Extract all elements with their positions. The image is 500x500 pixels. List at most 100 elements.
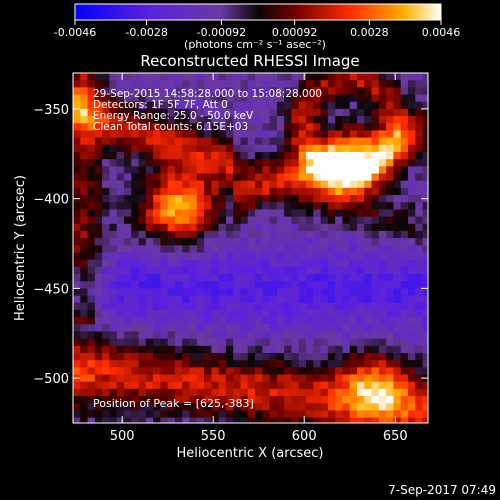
heatmap-cell (233, 331, 241, 340)
heatmap-cell (240, 230, 249, 239)
heatmap-cell (247, 388, 256, 397)
heatmap-cell (131, 180, 139, 189)
heatmap-cell (196, 80, 205, 88)
heatmap-cell (196, 331, 205, 340)
heatmap-cell (109, 345, 118, 354)
heatmap-cell (364, 94, 372, 103)
heatmap-cell (102, 101, 110, 110)
heatmap-cell (378, 345, 387, 354)
heatmap-cell (386, 223, 394, 232)
heatmap-cell (306, 331, 314, 340)
heatmap-cell (160, 388, 169, 397)
heatmap-cell (386, 374, 394, 383)
heatmap-cell (415, 281, 423, 289)
heatmap-cell (407, 230, 416, 239)
heatmap-cell (196, 101, 205, 110)
heatmap-cell (291, 216, 300, 225)
heatmap-cell (371, 180, 380, 189)
heatmap-cell (87, 274, 96, 282)
heatmap-cell (276, 223, 285, 232)
heatmap-cell (233, 144, 241, 153)
heatmap-cell (422, 180, 428, 189)
heatmap-cell (269, 288, 278, 296)
heatmap-cell (386, 94, 394, 103)
heatmap-cell (189, 374, 198, 383)
heatmap-cell (327, 396, 336, 404)
heatmap-cell (276, 309, 285, 318)
heatmap-cell (138, 195, 147, 203)
heatmap-cell (320, 396, 329, 404)
heatmap-cell (291, 151, 300, 160)
heatmap-cell (73, 388, 81, 397)
heatmap-cell (145, 230, 154, 239)
heatmap-cell (167, 266, 176, 275)
heatmap-cell (182, 302, 190, 311)
heatmap-cell (393, 216, 402, 225)
heatmap-cell (87, 396, 96, 404)
heatmap-cell (153, 317, 161, 325)
heatmap-cell (247, 245, 256, 253)
heatmap-cell (393, 288, 402, 296)
heatmap-cell (174, 295, 183, 304)
heatmap-cell (80, 274, 88, 282)
heatmap-cell (247, 345, 256, 354)
heatmap-cell (204, 187, 212, 196)
heatmap-cell (400, 410, 409, 419)
heatmap-cell (204, 288, 212, 296)
heatmap-cell (167, 101, 176, 110)
heatmap-cell (415, 180, 423, 189)
heatmap-cell (189, 259, 198, 268)
heatmap-cell (211, 116, 220, 124)
heatmap-cell (335, 230, 343, 239)
heatmap-cell (116, 195, 125, 203)
heatmap-cell (335, 302, 343, 311)
heatmap-cell (73, 345, 81, 354)
heatmap-cell (276, 259, 285, 268)
heatmap-cell (422, 73, 428, 81)
heatmap-cell (196, 274, 205, 282)
heatmap-cell (102, 80, 110, 88)
heatmap-cell (116, 216, 125, 225)
heatmap-cell (145, 87, 154, 95)
heatmap-cell (116, 324, 125, 332)
heatmap-cell (145, 209, 154, 217)
heatmap-cell (327, 367, 336, 375)
heatmap-cell (218, 259, 227, 268)
heatmap-cell (131, 108, 139, 117)
heatmap-cell (247, 374, 256, 383)
heatmap-cell (415, 245, 423, 253)
heatmap-cell (400, 295, 409, 304)
heatmap-cell (269, 403, 278, 411)
heatmap-cell (189, 331, 198, 340)
heatmap-cell (415, 144, 423, 153)
heatmap-cell (313, 374, 321, 383)
heatmap-cell (145, 252, 154, 261)
heatmap-cell (291, 381, 300, 390)
heatmap-cell (189, 396, 198, 404)
heatmap-cell (138, 410, 147, 419)
heatmap-cell (276, 144, 285, 153)
heatmap-cell (80, 209, 88, 217)
heatmap-cell (196, 281, 205, 289)
heatmap-cell (233, 367, 241, 375)
heatmap-cell (102, 116, 110, 124)
heatmap-cell (123, 338, 132, 347)
heatmap-cell (313, 396, 321, 404)
heatmap-cell (211, 252, 220, 261)
heatmap-cell (204, 87, 212, 95)
heatmap-cell (255, 245, 263, 253)
heatmap-cell (342, 274, 351, 282)
heatmap-cell (182, 137, 190, 146)
heatmap-cell (407, 151, 416, 160)
heatmap-cell (262, 281, 271, 289)
heatmap-cell (342, 245, 351, 253)
heatmap-cell (364, 195, 372, 203)
heatmap-cell (73, 123, 81, 131)
heatmap-cell (378, 403, 387, 411)
heatmap-cell (73, 209, 81, 217)
heatmap-cell (167, 195, 176, 203)
heatmap-cell (422, 159, 428, 167)
heatmap-cell (407, 252, 416, 261)
heatmap-cell (320, 87, 329, 95)
heatmap-cell (255, 331, 263, 340)
